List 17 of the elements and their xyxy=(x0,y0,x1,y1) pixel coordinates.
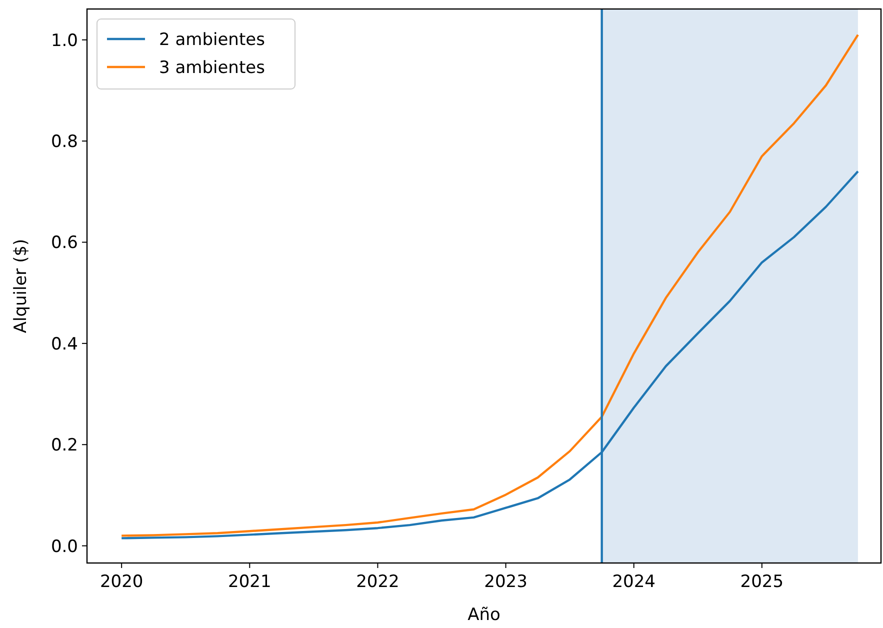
y-tick-label: 0.4 xyxy=(50,334,78,354)
legend-label: 3 ambientes xyxy=(159,58,266,78)
y-tick-label: 0.6 xyxy=(50,233,78,254)
x-tick-label: 2023 xyxy=(484,572,528,592)
y-axis-title: Alquiler ($) xyxy=(11,238,31,334)
y-tick-label: 1.0 xyxy=(50,30,78,51)
x-tick-label: 2020 xyxy=(100,572,144,592)
x-tick-label: 2022 xyxy=(356,572,400,592)
y-tick-label: 0.8 xyxy=(50,132,78,152)
x-tick-label: 2025 xyxy=(740,572,784,592)
x-axis-title: Año xyxy=(468,605,500,625)
line-series xyxy=(120,34,860,537)
y-tick-label: 0.2 xyxy=(50,436,78,456)
x-tick-label: 2024 xyxy=(612,572,656,592)
legend-label: 2 ambientes xyxy=(159,30,266,50)
x-tick-label: 2021 xyxy=(228,572,272,592)
y-tick-label: 0.0 xyxy=(50,536,78,557)
